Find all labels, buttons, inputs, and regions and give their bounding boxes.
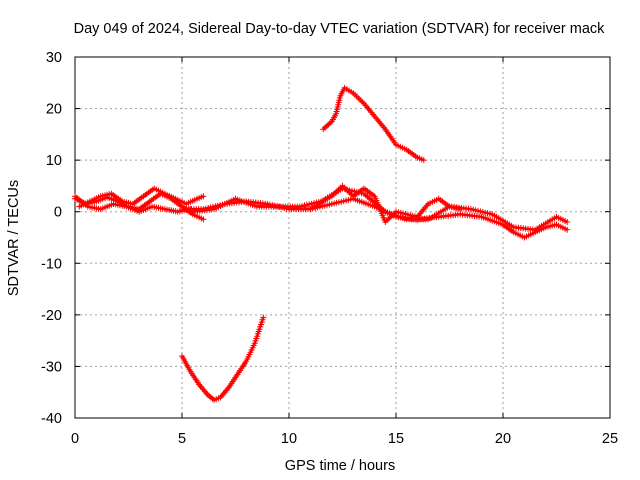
x-tick-label: 10 [281, 431, 297, 447]
series-track-h [320, 84, 427, 164]
x-tick-label: 5 [178, 431, 186, 447]
series-track-c [72, 193, 194, 215]
x-tick-label: 25 [602, 431, 618, 447]
series-track-e [189, 185, 571, 233]
data-point [564, 219, 571, 225]
y-tick-label: 30 [46, 50, 62, 66]
y-tick-label: 10 [46, 153, 62, 169]
series-track-g [179, 314, 267, 403]
plot-area-border [74, 56, 611, 419]
series-track-b [76, 185, 207, 210]
data-point [564, 226, 571, 233]
data-point [260, 314, 267, 321]
data-point [457, 206, 464, 213]
grid-lines [75, 57, 610, 418]
y-tick-label: 0 [54, 205, 62, 221]
y-tick-label: 20 [46, 102, 62, 118]
x-tick-label: 20 [495, 431, 511, 447]
y-tick-label: -20 [41, 308, 62, 324]
x-axis-label: GPS time / hours [285, 458, 395, 474]
y-tick-label: -40 [41, 411, 62, 427]
y-tick-label: -30 [41, 359, 62, 375]
x-tick-label: 0 [71, 431, 79, 447]
data-points [72, 84, 571, 403]
axis-ticks [74, 56, 611, 419]
data-point [420, 157, 427, 164]
y-tick-label: -10 [41, 256, 62, 272]
chart-title: Day 049 of 2024, Sidereal Day-to-day VTE… [74, 21, 606, 37]
series-track-f [307, 182, 464, 225]
data-point [200, 193, 207, 200]
x-tick-label: 15 [388, 431, 404, 447]
data-point [200, 216, 207, 223]
y-axis-label: SDTVAR / TECUs [6, 180, 22, 296]
